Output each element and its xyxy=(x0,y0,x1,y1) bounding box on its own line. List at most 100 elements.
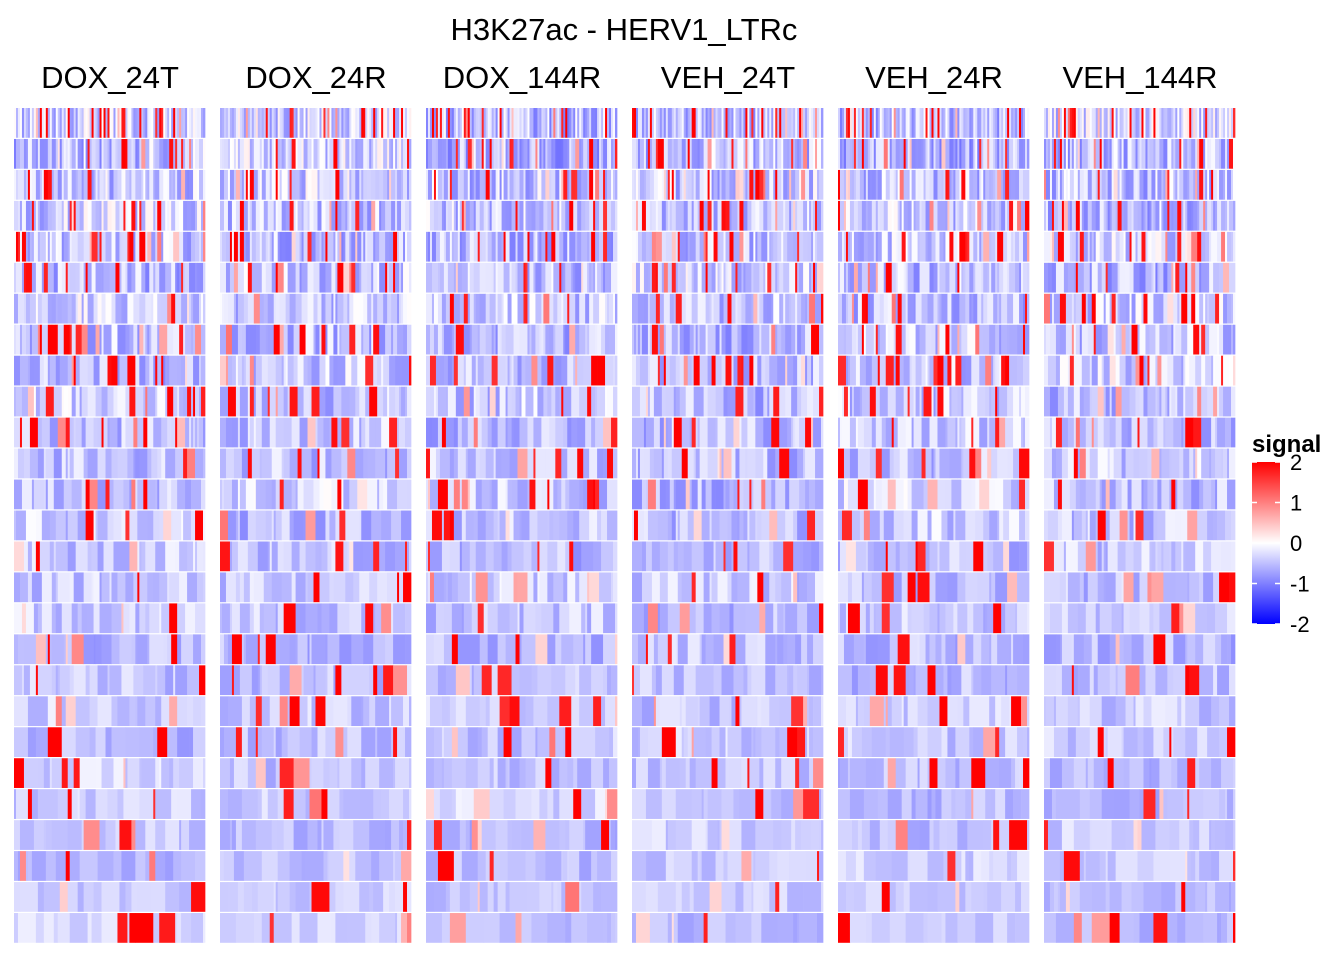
heatmap-cell xyxy=(397,169,402,200)
heatmap-cell xyxy=(225,324,233,355)
heatmap-cell xyxy=(755,727,762,758)
heatmap-cell xyxy=(701,634,706,665)
heatmap-cell xyxy=(235,169,241,200)
heatmap-cell xyxy=(487,727,498,758)
heatmap-cell xyxy=(595,169,600,200)
heatmap-cell xyxy=(473,293,477,324)
heatmap-cell xyxy=(361,758,366,788)
heatmap-cell xyxy=(137,510,148,541)
heatmap-cell xyxy=(527,200,532,231)
heatmap-cell xyxy=(27,696,39,727)
heatmap-cell xyxy=(361,138,364,169)
heatmap-cell xyxy=(925,541,930,572)
heatmap-cell xyxy=(651,820,667,850)
heatmap-cell xyxy=(675,479,687,510)
heatmap-cell xyxy=(229,108,233,138)
heatmap-cell xyxy=(929,355,934,386)
heatmap-cell xyxy=(991,200,994,231)
heatmap-cell xyxy=(485,510,494,541)
heatmap-cell xyxy=(497,231,502,262)
heatmap-cell xyxy=(379,758,394,788)
heatmap-cell xyxy=(531,108,534,138)
heatmap-cell xyxy=(899,541,908,572)
heatmap-cell xyxy=(1017,479,1020,510)
heatmap-cell xyxy=(441,727,445,758)
heatmap-cell xyxy=(741,293,746,324)
heatmap-cell xyxy=(713,355,716,386)
heatmap-cell xyxy=(25,293,31,324)
heatmap-cell xyxy=(251,138,255,169)
heatmap-cell xyxy=(697,696,700,727)
heatmap-cell xyxy=(637,448,641,479)
heatmap-cell xyxy=(363,324,370,355)
heatmap-cell xyxy=(395,541,406,572)
heatmap-cell xyxy=(229,138,233,169)
heatmap-cell xyxy=(539,789,548,819)
heatmap-cell xyxy=(703,603,712,634)
heatmap-cell xyxy=(485,231,489,262)
heatmap-cell xyxy=(873,231,877,262)
heatmap-cell xyxy=(325,293,332,324)
heatmap-cell xyxy=(99,108,102,138)
heatmap-cell xyxy=(515,789,532,819)
heatmap-cell xyxy=(1005,169,1010,200)
heatmap-cell xyxy=(271,138,275,169)
heatmap-cell xyxy=(171,510,174,541)
heatmap-cell xyxy=(891,231,897,262)
heatmap-cell xyxy=(951,108,954,138)
heatmap-cell xyxy=(969,108,972,138)
heatmap-cell xyxy=(981,293,984,324)
heatmap-cell xyxy=(493,324,496,355)
heatmap-cell xyxy=(159,324,168,355)
heatmap-cell xyxy=(547,108,550,138)
heatmap-cell xyxy=(681,417,691,448)
heatmap-cell xyxy=(339,324,342,355)
heatmap-cell xyxy=(529,169,534,200)
heatmap-cell xyxy=(601,138,604,169)
heatmap-cell xyxy=(14,789,17,819)
heatmap-cell xyxy=(243,572,251,603)
heatmap-cell xyxy=(343,789,360,819)
heatmap-cell xyxy=(845,108,849,138)
heatmap-cell xyxy=(519,200,524,231)
heatmap-cell xyxy=(685,479,691,510)
heatmap-cell xyxy=(633,108,637,138)
heatmap-cell xyxy=(867,200,873,231)
heatmap-cell xyxy=(77,169,82,200)
heatmap-cell xyxy=(547,541,558,572)
heatmap-cell xyxy=(635,913,651,943)
heatmap-cell xyxy=(743,108,746,138)
heatmap-cell xyxy=(313,108,316,138)
heatmap-cell xyxy=(445,665,457,696)
heatmap-cell xyxy=(359,262,362,293)
heatmap-cell xyxy=(735,696,740,727)
heatmap-cell xyxy=(937,355,944,386)
heatmap-cell xyxy=(911,231,918,262)
heatmap-cell xyxy=(897,231,903,262)
heatmap-cell xyxy=(355,108,358,138)
heatmap-cell xyxy=(443,758,453,788)
heatmap-cell xyxy=(447,355,453,386)
heatmap-cell xyxy=(511,417,514,448)
heatmap-cell xyxy=(341,138,344,169)
heatmap-cell xyxy=(775,169,778,200)
heatmap-cell xyxy=(179,820,182,850)
heatmap-cell xyxy=(145,169,148,200)
heatmap-cell xyxy=(519,108,522,138)
heatmap-cell xyxy=(14,169,17,200)
heatmap-cell xyxy=(659,603,669,634)
heatmap-cell xyxy=(495,293,498,324)
heatmap-cell xyxy=(135,820,146,850)
heatmap-cell xyxy=(459,231,463,262)
heatmap-cell xyxy=(347,200,350,231)
heatmap-cell xyxy=(659,293,665,324)
heatmap-cell xyxy=(999,355,1002,386)
heatmap-cell xyxy=(461,200,465,231)
heatmap-cell xyxy=(267,665,281,696)
heatmap-cell xyxy=(867,262,871,293)
heatmap-cell xyxy=(655,108,659,138)
heatmap-cell xyxy=(725,727,728,758)
heatmap-cell xyxy=(33,603,39,634)
heatmap-cell xyxy=(117,386,126,417)
heatmap-cell xyxy=(647,851,667,881)
